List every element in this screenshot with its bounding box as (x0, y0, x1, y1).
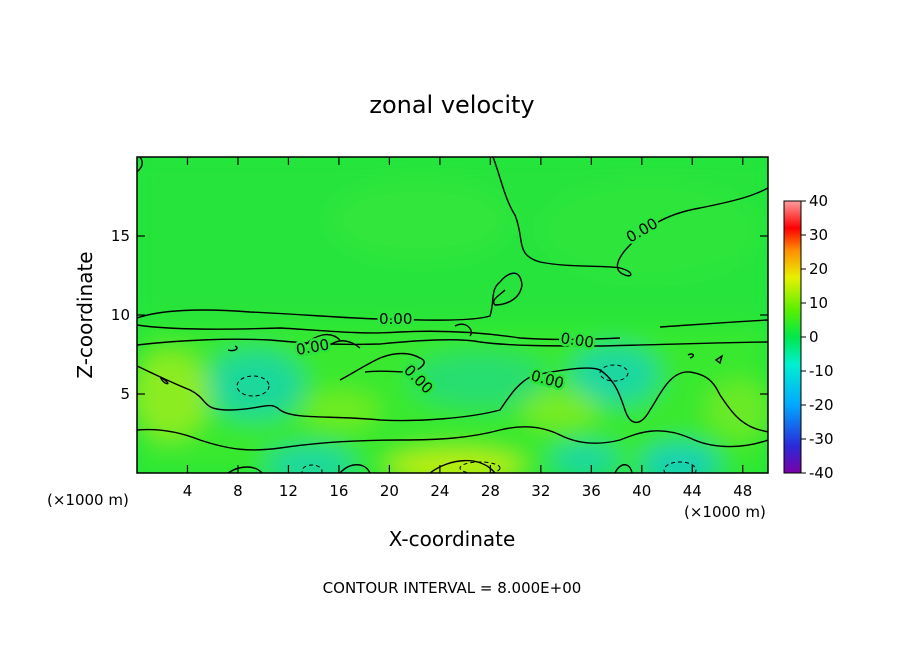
colorbar-tick-label: -20 (809, 396, 834, 414)
colorbar: 40 30 20 10 0 -10 -20 -30 -40 (783, 192, 834, 482)
x-tick-label: 32 (531, 482, 550, 500)
x-tick-label: 24 (430, 482, 449, 500)
y-axis: 5 10 15 (111, 227, 768, 403)
y-axis-label: Z-coordinate (73, 251, 97, 378)
colorbar-tick-label: 30 (809, 226, 828, 244)
colorbar-tick-label: 40 (809, 192, 828, 210)
colorbar-tick-label: 10 (809, 294, 828, 312)
colorbar-tick-label: -10 (809, 362, 834, 380)
colorbar-tick-label: -30 (809, 430, 834, 448)
heatmap-field: 0.00 0.00 0.00 0.00 0.00 0.00 (137, 157, 768, 473)
y-tick-label: 10 (111, 306, 130, 324)
x-tick-label: 28 (481, 482, 500, 500)
colorbar-tick-label: 0 (809, 328, 819, 346)
x-axis: 4 8 12 16 20 24 28 32 36 40 44 48 (183, 157, 752, 500)
x-tick-label: 4 (183, 482, 193, 500)
x-tick-label: 8 (233, 482, 243, 500)
x-tick-label: 44 (683, 482, 702, 500)
y-tick-label: 5 (120, 385, 130, 403)
x-axis-label: X-coordinate (389, 527, 516, 551)
colorbar-tick-label: 20 (809, 260, 828, 278)
chart-title: zonal velocity (369, 91, 534, 119)
contour-interval-note: CONTOUR INTERVAL = 8.000E+00 (323, 579, 582, 597)
x-tick-label: 12 (279, 482, 298, 500)
x-unit-right: (×1000 m) (684, 503, 766, 521)
colorbar-ticks: 40 30 20 10 0 -10 -20 -30 -40 (801, 192, 834, 482)
x-tick-label: 48 (733, 482, 752, 500)
colorbar-gradient (783, 200, 802, 474)
x-tick-label: 40 (632, 482, 651, 500)
contour-label: 0.00 (379, 310, 412, 328)
x-tick-label: 36 (582, 482, 601, 500)
y-tick-label: 15 (111, 227, 130, 245)
contour-lines (137, 157, 768, 473)
x-tick-label: 20 (380, 482, 399, 500)
colorbar-tick-label: -40 (809, 464, 834, 482)
x-unit-left: (×1000 m) (47, 491, 129, 509)
x-tick-label: 16 (329, 482, 348, 500)
